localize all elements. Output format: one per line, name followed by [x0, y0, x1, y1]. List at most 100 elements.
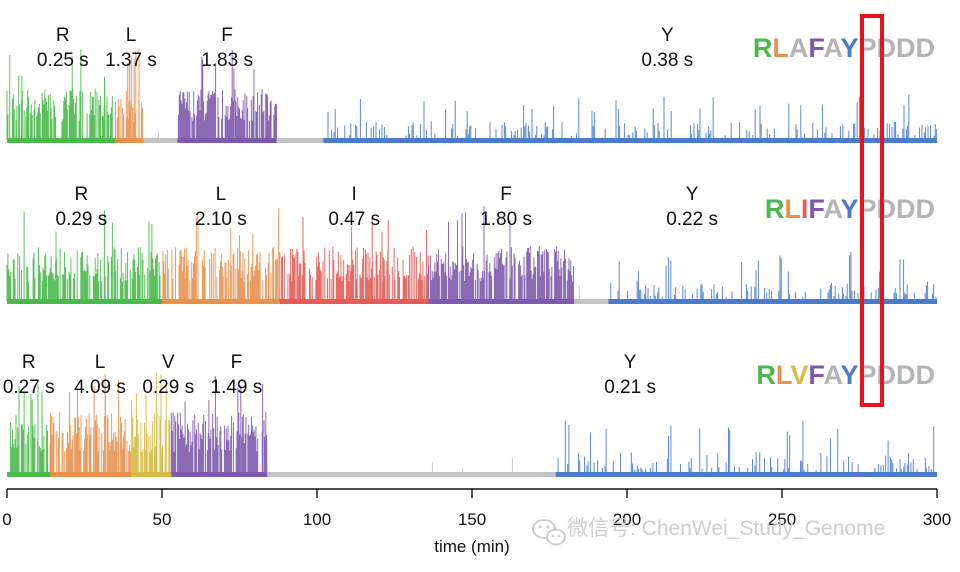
dwell-time-label: 0.27 s	[3, 377, 55, 398]
trace-baseline	[428, 299, 575, 304]
sequence-letter: D	[896, 360, 916, 390]
sequence-letter: D	[877, 360, 897, 390]
dwell-time-label: 1.80 s	[480, 209, 532, 230]
sequence-letter: Y	[840, 33, 858, 63]
labels-layer: R 0.25 s L 1.37 s F 1.83 s Y 0.38 s R 0.29 s L 2.10…	[3, 25, 718, 398]
residue-label: R	[56, 25, 70, 46]
dwell-time-label: 0.25 s	[37, 50, 89, 71]
trace-segment-i	[279, 216, 429, 304]
trace-spikes	[610, 252, 937, 301]
x-tick-label: 50	[153, 510, 172, 529]
sequence-letter: D	[916, 360, 936, 390]
dwell-time-label: 0.21 s	[604, 377, 656, 398]
sequence-letter: A	[823, 33, 842, 63]
trace-segment-y	[608, 252, 937, 304]
sequence-letter: D	[896, 33, 916, 63]
trace-spikes	[162, 208, 279, 301]
trace-baseline	[608, 299, 937, 304]
trace-baseline	[555, 472, 937, 477]
trace-baseline	[276, 138, 324, 143]
trace-spikes	[279, 216, 429, 301]
residue-label: R	[22, 352, 36, 373]
x-axis-title: time (min)	[434, 537, 510, 556]
trace-baseline	[267, 472, 556, 477]
sequence-letter: I	[801, 194, 809, 224]
residue-label: Y	[686, 184, 699, 205]
trace-spikes	[557, 420, 935, 474]
trace-segment-gap	[266, 458, 556, 477]
sequence-letter: A	[823, 360, 842, 390]
x-tick-label: 300	[923, 510, 951, 529]
sequence-letter: A	[789, 33, 809, 63]
trace-segment-gap	[276, 138, 324, 143]
trace-row	[7, 373, 937, 477]
trace-spikes	[131, 373, 171, 474]
x-tick-label: 150	[458, 510, 486, 529]
trace-baseline	[171, 472, 268, 477]
sequence-letter: F	[808, 33, 824, 63]
trace-segment-l	[115, 48, 144, 143]
trace-baseline	[131, 472, 172, 477]
trace-spikes	[49, 373, 131, 474]
dwell-time-label: 1.49 s	[211, 377, 263, 398]
sequence-labels-layer: RLAFAYPDDD RLIFAYPDDD RLVFAYPDDD	[753, 33, 935, 390]
x-tick-label: 0	[2, 510, 11, 529]
dwell-time-label: 0.47 s	[328, 209, 380, 230]
trace-segment-f	[170, 376, 268, 477]
trace-spikes	[6, 49, 113, 140]
dwell-time-label: 0.22 s	[666, 209, 718, 230]
dwell-time-label: 0.29 s	[56, 209, 108, 230]
residue-label: V	[162, 352, 175, 373]
trace-baseline	[50, 472, 131, 477]
sequence-letter: D	[877, 33, 897, 63]
trace-spikes	[6, 210, 161, 301]
dwell-time-label: 0.38 s	[641, 50, 693, 71]
traces-layer	[6, 48, 937, 477]
trace-segment-y	[323, 94, 937, 143]
trace-baseline	[7, 138, 116, 143]
trace-baseline	[177, 138, 277, 143]
residue-label: R	[75, 184, 89, 205]
trace-baseline	[7, 472, 51, 477]
residue-label: L	[126, 25, 137, 46]
sequence-label: RLAFAYPDDD	[753, 33, 935, 63]
dwell-time-label: 1.37 s	[105, 50, 157, 71]
dwell-time-label: 1.83 s	[201, 50, 253, 71]
residue-label: I	[352, 184, 357, 205]
residue-label: F	[221, 25, 233, 46]
residue-label: L	[216, 184, 227, 205]
trace-baseline	[162, 299, 280, 304]
trace-row	[6, 48, 937, 143]
trace-segment-gap	[143, 130, 178, 143]
sequence-label: RLVFAYPDDD	[756, 360, 935, 390]
sequence-letter: D	[877, 194, 897, 224]
sequence-letter: R	[765, 194, 785, 224]
x-ticks-layer: 0 50 100 150 200 250 300	[2, 489, 951, 529]
x-axis: 0 50 100 150 200 250 300 time (min)	[2, 488, 951, 556]
trace-spikes	[115, 48, 143, 140]
trace-baseline	[574, 299, 609, 304]
trace-baseline	[279, 299, 429, 304]
sequence-letter: L	[784, 194, 801, 224]
residue-label: Y	[624, 352, 637, 373]
x-tick-label: 100	[303, 510, 331, 529]
trace-segment-gap	[574, 285, 609, 304]
sequence-letter: R	[753, 33, 773, 63]
trace-baseline	[323, 138, 937, 143]
dwell-time-label: 0.29 s	[142, 377, 194, 398]
sequence-letter: Y	[840, 194, 858, 224]
trace-segment-v	[131, 373, 172, 477]
trace-row	[6, 206, 937, 304]
trace-spikes	[327, 94, 937, 140]
trace-spikes	[170, 376, 268, 474]
highlight-box	[860, 14, 884, 407]
trace-segment-l	[49, 373, 131, 477]
sequence-label: RLIFAYPDDD	[765, 194, 935, 224]
trace-segment-y	[555, 420, 937, 477]
sequence-letter: D	[916, 194, 936, 224]
trace-spikes	[10, 384, 51, 474]
residue-label: F	[231, 352, 243, 373]
watermark: 微信号: ChenWei_Study_Genome	[532, 517, 885, 546]
sequence-letter: A	[823, 194, 842, 224]
x-tick-label: 250	[768, 510, 796, 529]
